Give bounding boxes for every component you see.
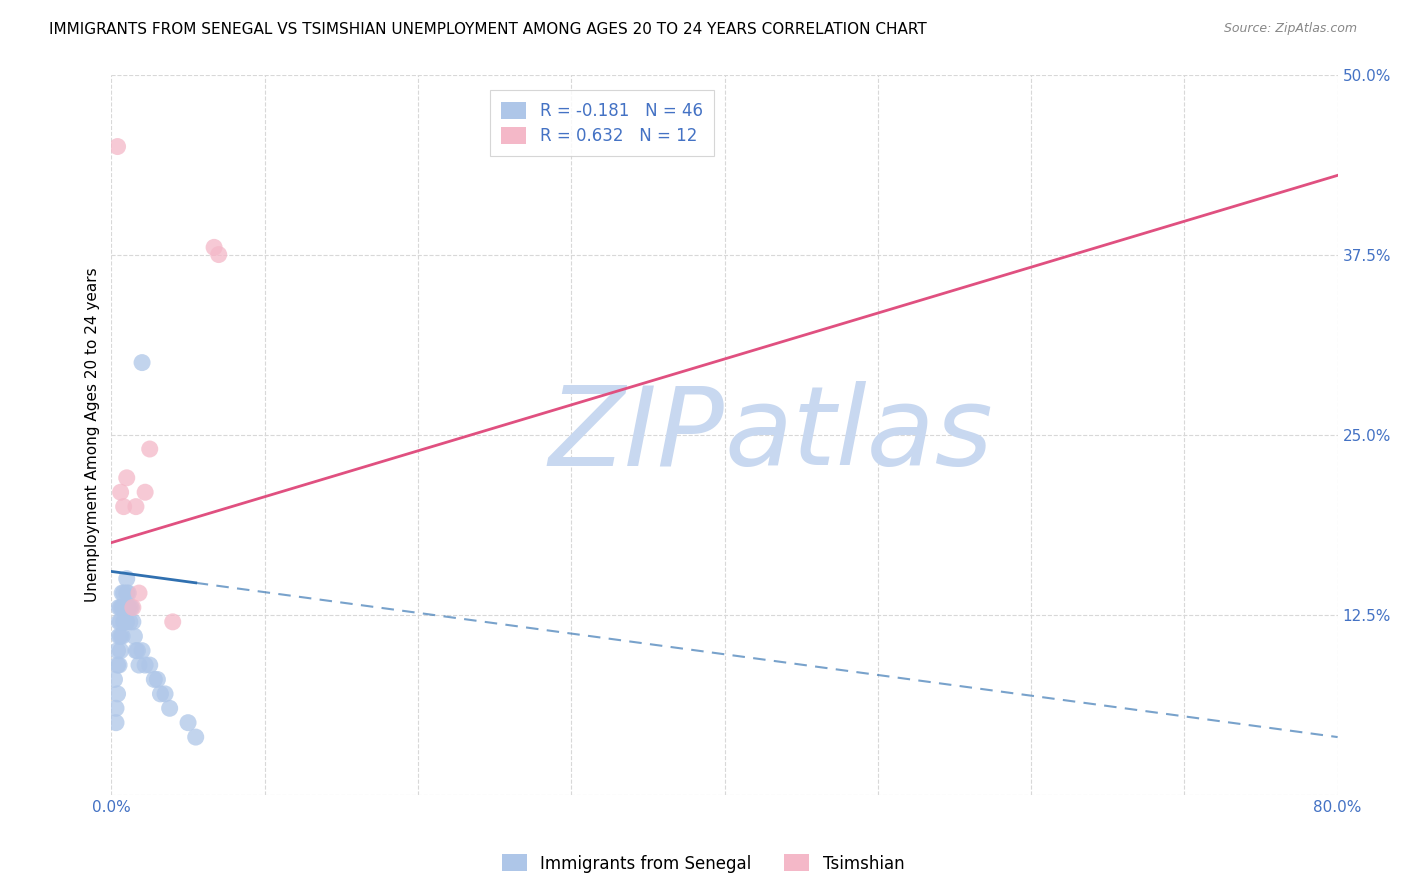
Point [112, 615, 135, 629]
Point [112, 600, 135, 615]
Point [134, 658, 156, 673]
Point [125, 500, 148, 514]
Point [146, 673, 169, 687]
Point [108, 600, 131, 615]
Point [114, 600, 136, 615]
Point [177, 715, 200, 730]
Point [122, 600, 145, 615]
Point [103, 673, 125, 687]
Text: Source: ZipAtlas.com: Source: ZipAtlas.com [1223, 22, 1357, 36]
Point [122, 615, 145, 629]
Point [107, 643, 129, 657]
Text: IMMIGRANTS FROM SENEGAL VS TSIMSHIAN UNEMPLOYMENT AMONG AGES 20 TO 24 YEARS CORR: IMMIGRANTS FROM SENEGAL VS TSIMSHIAN UNE… [49, 22, 927, 37]
Point [110, 643, 132, 657]
Point [110, 600, 132, 615]
Point [115, 586, 138, 600]
Point [108, 615, 131, 629]
Point [114, 615, 136, 629]
Y-axis label: Unemployment Among Ages 20 to 24 years: Unemployment Among Ages 20 to 24 years [86, 268, 100, 602]
Point [107, 139, 129, 153]
Point [108, 658, 131, 673]
Point [110, 629, 132, 643]
Point [115, 615, 138, 629]
Point [128, 658, 150, 673]
Point [134, 485, 156, 500]
Point [107, 687, 129, 701]
Point [115, 471, 138, 485]
Point [110, 615, 132, 629]
Legend: R = -0.181   N = 46, R = 0.632   N = 12: R = -0.181 N = 46, R = 0.632 N = 12 [489, 90, 714, 156]
Point [131, 643, 153, 657]
Point [110, 485, 132, 500]
Point [202, 240, 225, 254]
Point [131, 355, 153, 369]
Point [115, 572, 138, 586]
Point [111, 586, 134, 600]
Point [138, 658, 160, 673]
Point [105, 701, 128, 715]
Point [159, 701, 181, 715]
Point [125, 643, 148, 657]
Point [111, 629, 134, 643]
Point [162, 615, 184, 629]
Point [184, 730, 207, 744]
Point [105, 715, 128, 730]
Point [138, 442, 160, 456]
Point [120, 600, 142, 615]
Text: ZIP: ZIP [548, 381, 724, 488]
Legend: Immigrants from Senegal, Tsimshian: Immigrants from Senegal, Tsimshian [495, 847, 911, 880]
Point [208, 247, 231, 261]
Text: atlas: atlas [724, 381, 993, 488]
Point [118, 615, 141, 629]
Point [111, 600, 134, 615]
Point [118, 600, 141, 615]
Point [108, 629, 131, 643]
Point [149, 687, 172, 701]
Point [112, 586, 135, 600]
Point [117, 586, 139, 600]
Point [128, 586, 150, 600]
Point [124, 629, 146, 643]
Point [117, 600, 139, 615]
Point [112, 500, 135, 514]
Point [153, 687, 176, 701]
Point [107, 658, 129, 673]
Point [143, 673, 166, 687]
Point [127, 643, 149, 657]
